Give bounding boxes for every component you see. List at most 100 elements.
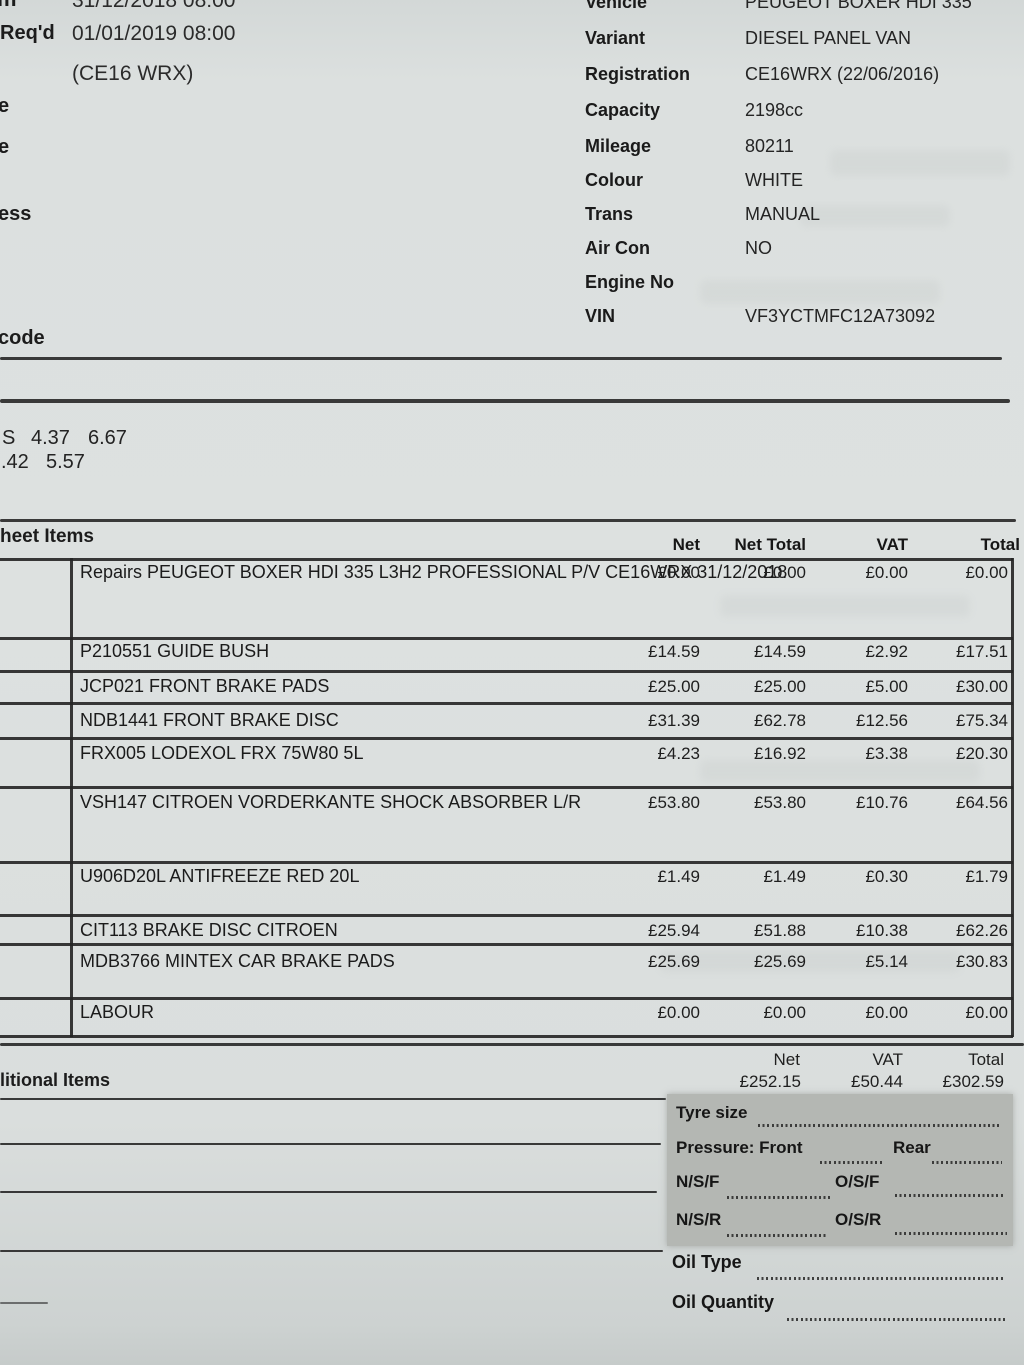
- table-row-desc: LABOUR: [80, 1002, 155, 1022]
- reqd-label: Req'd: [0, 22, 55, 44]
- summary-net-value: £252.15: [739, 1072, 801, 1091]
- capacity-value: 2198cc: [745, 100, 804, 120]
- vehicle-value: PEUGEOT BOXER HDI 335: [745, 0, 972, 12]
- cell-vat: £5.14: [865, 952, 908, 971]
- cell-net-total: £0.00: [763, 1003, 806, 1022]
- cropped-label-fragment: code: [0, 327, 45, 349]
- table-row-desc: P210551 GUIDE BUSH: [80, 641, 270, 661]
- table-border: [0, 943, 1013, 946]
- divider-line: [0, 357, 1002, 360]
- cell-vat: £2.92: [865, 642, 908, 661]
- cell-total: £17.51: [956, 642, 1008, 661]
- fill-in-line: [757, 1277, 1004, 1280]
- cell-total: £62.26: [956, 921, 1008, 940]
- fill-in-line: [727, 1234, 827, 1237]
- cell-net-total: £0.00: [763, 563, 806, 582]
- table-border: [70, 558, 73, 1037]
- table-border: [0, 702, 1013, 705]
- cell-net: £25.00: [648, 677, 700, 696]
- vin-value: VF3YCTMFC12A73092: [745, 306, 936, 326]
- fill-in-line: [895, 1194, 1005, 1197]
- cell-net-total: £25.69: [754, 952, 806, 971]
- cell-net-total: £16.92: [754, 744, 806, 763]
- mileage-value: 80211: [745, 136, 794, 156]
- table-border: [0, 914, 1013, 917]
- table-border: [1011, 558, 1014, 1037]
- engine-no-label: Engine No: [585, 272, 674, 292]
- aircon-label: Air Con: [585, 238, 650, 258]
- summary-net-label: Net: [773, 1050, 800, 1069]
- ruled-line: [0, 1098, 666, 1100]
- additional-items-title: litional Items: [0, 1070, 111, 1090]
- table-border: [0, 1035, 1013, 1038]
- registration-value: CE16WRX (22/06/2016): [745, 64, 940, 84]
- variant-value: DIESEL PANEL VAN: [745, 28, 912, 48]
- date-in-value: 31/12/2018 08:00: [72, 0, 236, 12]
- summary-vat-label: VAT: [872, 1050, 903, 1069]
- table-border: [0, 637, 1013, 640]
- cell-net: £1.49: [657, 867, 700, 886]
- paper-showthrough: [700, 760, 980, 782]
- fill-in-line: [727, 1196, 830, 1199]
- number-value: 5.57: [46, 451, 85, 473]
- cell-net: £25.69: [648, 952, 700, 971]
- colour-value: WHITE: [745, 170, 803, 190]
- ruled-line: [0, 1191, 657, 1193]
- cell-net-total: £51.88: [754, 921, 806, 940]
- cell-net: £0.00: [657, 563, 700, 582]
- vin-label: VIN: [585, 306, 616, 326]
- cell-total: £30.83: [956, 952, 1008, 971]
- table-row-desc: VSH147 CITROEN VORDERKANTE SHOCK ABSORBE…: [80, 792, 582, 812]
- colour-label: Colour: [585, 170, 643, 190]
- cell-net: £14.59: [648, 642, 700, 661]
- cropped-label-fragment: e: [0, 95, 10, 117]
- cell-vat: £10.76: [856, 793, 908, 812]
- table-border: [0, 786, 1013, 789]
- summary-total-value: £302.59: [942, 1072, 1004, 1091]
- summary-total-label: Total: [968, 1050, 1004, 1069]
- fill-in-line: [787, 1318, 1008, 1321]
- fill-in-line: [758, 1124, 1002, 1127]
- mileage-label: Mileage: [585, 136, 652, 156]
- oil-quantity-label: Oil Quantity: [672, 1292, 775, 1312]
- cropped-label-fragment: ess: [0, 203, 32, 225]
- paper-showthrough: [720, 595, 970, 617]
- number-value: .42: [1, 451, 29, 473]
- cell-net: £4.23: [657, 744, 700, 763]
- cell-vat: £10.38: [856, 921, 908, 940]
- cell-net-total: £25.00: [754, 677, 806, 696]
- cell-vat: £0.00: [865, 563, 908, 582]
- paper-showthrough: [800, 205, 950, 227]
- number-value: 4.37: [31, 427, 70, 449]
- col-header-total: Total: [980, 535, 1020, 554]
- cell-total: £20.30: [956, 744, 1008, 763]
- ruled-line: [0, 1143, 661, 1145]
- cell-vat: £0.30: [865, 867, 908, 886]
- nsr-label: N/S/R: [676, 1210, 722, 1229]
- aircon-value: NO: [745, 238, 772, 258]
- osf-label: O/S/F: [835, 1172, 880, 1191]
- pressure-rear-label: Rear: [893, 1138, 931, 1157]
- trans-label: Trans: [585, 204, 634, 224]
- table-row-desc: Repairs PEUGEOT BOXER HDI 335 L3H2 PROFE…: [80, 562, 788, 582]
- cell-net-total: £62.78: [754, 711, 806, 730]
- table-row-desc: FRX005 LODEXOL FRX 75W80 5L: [80, 743, 364, 763]
- paper-showthrough: [830, 150, 1010, 176]
- table-border: [0, 861, 1013, 864]
- cropped-label-fragment: e: [0, 136, 10, 158]
- tyre-size-label: Tyre size: [676, 1103, 748, 1122]
- vehicle-label: Vehicle: [585, 0, 648, 12]
- ruled-line: [0, 1250, 663, 1252]
- table-row-desc: NDB1441 FRONT BRAKE DISC: [80, 710, 339, 730]
- col-header-vat: VAT: [876, 535, 908, 554]
- tyre-info-box: [667, 1094, 1013, 1246]
- table-row-desc: MDB3766 MINTEX CAR BRAKE PADS: [80, 951, 395, 971]
- cell-net-total: £1.49: [763, 867, 806, 886]
- capacity-label: Capacity: [585, 100, 661, 120]
- summary-vat-value: £50.44: [851, 1072, 903, 1091]
- cell-net: £25.94: [648, 921, 700, 940]
- cell-net-total: £53.80: [754, 793, 806, 812]
- table-border: [0, 558, 1013, 561]
- cell-net: £53.80: [648, 793, 700, 812]
